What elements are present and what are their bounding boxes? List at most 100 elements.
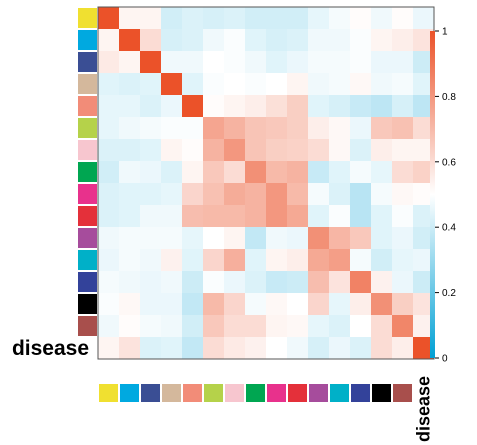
heatmap-cell (98, 183, 119, 205)
heatmap-cell (266, 73, 287, 95)
row-group-color (78, 96, 97, 116)
colorbar (430, 31, 435, 358)
colorbar-tick-label: 0.4 (442, 223, 456, 234)
row-group-color (78, 184, 97, 204)
heatmap-cell (308, 51, 329, 73)
heatmap-cell (308, 227, 329, 249)
heatmap-cell (140, 315, 161, 337)
heatmap-cell (203, 95, 224, 117)
heatmap-cell (392, 161, 413, 183)
heatmap-cell (413, 205, 434, 227)
heatmap-cell (245, 95, 266, 117)
heatmap-cell (308, 249, 329, 271)
heatmap-cell (350, 161, 371, 183)
heatmap-cell (119, 337, 140, 359)
heatmap-cell (98, 117, 119, 139)
heatmap-cell (203, 29, 224, 51)
heatmap-cell (308, 73, 329, 95)
heatmap-cell (392, 51, 413, 73)
row-group-color (78, 338, 97, 358)
heatmap-cell (182, 337, 203, 359)
heatmap-cell (224, 161, 245, 183)
heatmap-cell (182, 29, 203, 51)
heatmap-cell (308, 117, 329, 139)
heatmap-cell (413, 315, 434, 337)
heatmap-cell (245, 29, 266, 51)
heatmap-cell (329, 51, 350, 73)
heatmap-cell (413, 183, 434, 205)
heatmap-cell (98, 337, 119, 359)
heatmap-cell (371, 95, 392, 117)
heatmap-cell (182, 183, 203, 205)
heatmap-cell (140, 73, 161, 95)
heatmap-cell (392, 139, 413, 161)
col-group-color (225, 384, 244, 402)
col-group-color (351, 384, 370, 402)
heatmap-cell (329, 139, 350, 161)
heatmap-cell (98, 271, 119, 293)
heatmap-cell (413, 293, 434, 315)
heatmap-cell (203, 227, 224, 249)
heatmap-cell (329, 117, 350, 139)
heatmap-cell (329, 271, 350, 293)
heatmap-cell (245, 293, 266, 315)
row-label: disease (12, 337, 89, 360)
row-group-color (78, 30, 97, 50)
heatmap-cell (287, 139, 308, 161)
heatmap-cell (329, 7, 350, 29)
heatmap-cell (161, 73, 182, 95)
heatmap-cell (224, 95, 245, 117)
heatmap-cell (203, 51, 224, 73)
heatmap-cell (392, 95, 413, 117)
heatmap-cell (308, 139, 329, 161)
row-group-color (78, 8, 97, 28)
heatmap-cell (287, 183, 308, 205)
heatmap-cell (182, 293, 203, 315)
heatmap-cell (392, 183, 413, 205)
heatmap-cell (119, 95, 140, 117)
heatmap-cell (161, 337, 182, 359)
heatmap-cell (161, 271, 182, 293)
col-group-color (183, 384, 202, 402)
colorbar-tick-label: 0.2 (442, 288, 456, 299)
heatmap-cell (413, 337, 434, 359)
heatmap-cell (266, 95, 287, 117)
heatmap-cell (203, 183, 224, 205)
heatmap-cell (161, 117, 182, 139)
heatmap-cell (329, 205, 350, 227)
heatmap-cell (224, 73, 245, 95)
heatmap-cell (224, 227, 245, 249)
heatmap-cell (371, 117, 392, 139)
heatmap-cell (224, 117, 245, 139)
heatmap-cell (224, 315, 245, 337)
heatmap-cell (266, 227, 287, 249)
heatmap-cell (266, 51, 287, 73)
heatmap-cell (224, 29, 245, 51)
heatmap-cell (98, 7, 119, 29)
heatmap-cell (119, 73, 140, 95)
heatmap-cell (203, 117, 224, 139)
heatmap-cell (287, 315, 308, 337)
heatmap-cell (308, 293, 329, 315)
heatmap-cell (413, 227, 434, 249)
heatmap-cell (350, 117, 371, 139)
heatmap-cell (287, 29, 308, 51)
heatmap-cell (329, 227, 350, 249)
heatmap-cell (98, 249, 119, 271)
heatmap-cell (224, 205, 245, 227)
heatmap-cell (266, 293, 287, 315)
heatmap-cell (392, 29, 413, 51)
heatmap-cell (350, 271, 371, 293)
heatmap-cell (98, 51, 119, 73)
heatmap-cell (161, 183, 182, 205)
heatmap-cell (119, 7, 140, 29)
heatmap-cell (308, 271, 329, 293)
row-group-color (78, 294, 97, 314)
heatmap-cell (392, 249, 413, 271)
heatmap-cell (413, 117, 434, 139)
heatmap-cell (245, 271, 266, 293)
colorbar-tick-label: 1 (442, 27, 448, 38)
heatmap-cell (392, 293, 413, 315)
heatmap-cell (203, 337, 224, 359)
heatmap-cell (413, 51, 434, 73)
